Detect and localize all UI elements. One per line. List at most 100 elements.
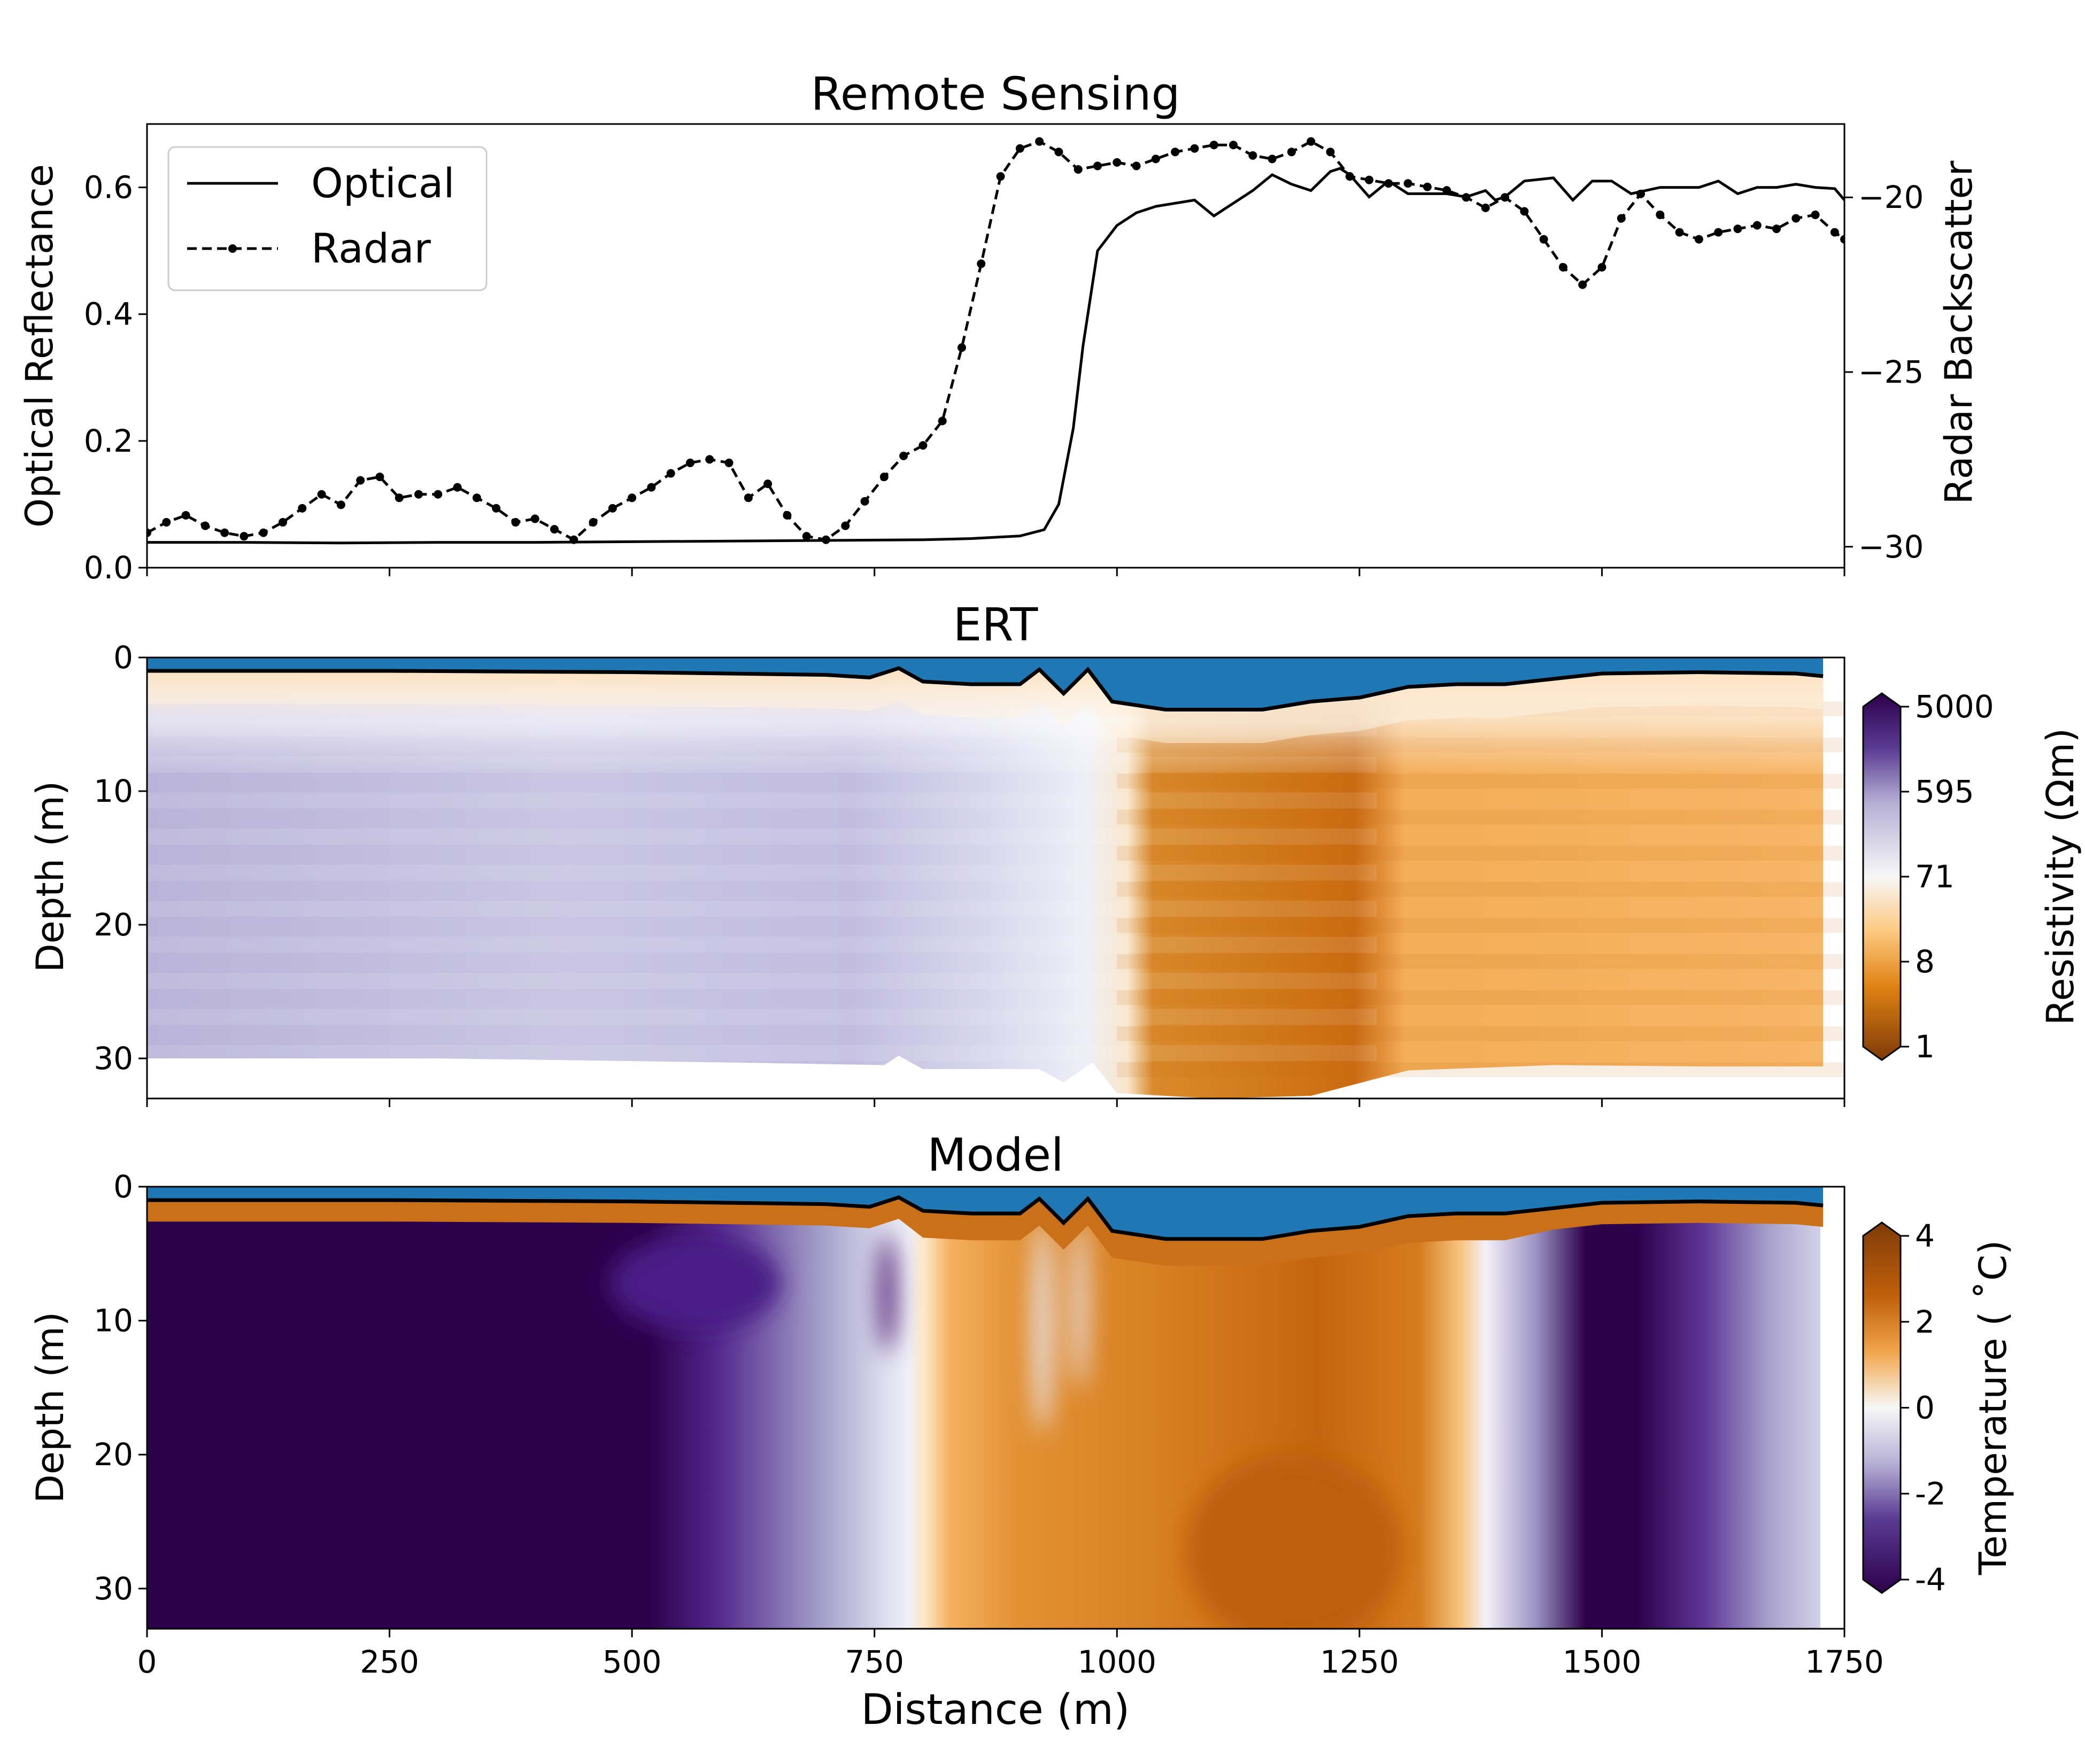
depth-tick-label: 0 (113, 1169, 133, 1205)
radar-point (744, 493, 753, 502)
legend-radar-label: Radar (311, 225, 431, 272)
model-surface-line (147, 1195, 1824, 1241)
model-title: Model (927, 1129, 1063, 1182)
radar-point (1074, 165, 1083, 174)
x-tick-label: 1750 (1805, 1644, 1884, 1680)
y-tick-label: 0.2 (84, 423, 133, 459)
model-temperature-field (147, 1187, 1820, 1629)
radar-point (336, 500, 345, 509)
radar-point (181, 510, 190, 520)
ert-depth-label: Depth (m) (28, 781, 72, 972)
radar-point (938, 416, 947, 425)
colorbar-tick-label: 2 (1915, 1304, 1935, 1340)
radar-point (879, 473, 889, 482)
radar-point (957, 343, 966, 352)
radar-point (822, 535, 830, 544)
radar-point (1462, 193, 1471, 202)
y2-tick-label: −20 (1858, 179, 1924, 215)
radar-point (1840, 235, 1844, 244)
colorbar-tick-label: -4 (1915, 1561, 1946, 1598)
x-tick-label: 750 (845, 1644, 904, 1680)
radar-point (472, 493, 481, 502)
x-tick-label: 0 (137, 1644, 157, 1680)
legend-optical-label: Optical (311, 159, 454, 207)
radar-point (647, 483, 656, 492)
radar-point (492, 504, 501, 513)
x-tick-label: 500 (603, 1644, 662, 1680)
radar-point (841, 521, 850, 530)
x-tick-label: 1250 (1320, 1644, 1399, 1680)
radar-point (395, 493, 404, 502)
radar-point (1190, 144, 1199, 153)
series-optical-line (147, 167, 1844, 545)
remote-sensing-x-ticks (146, 568, 1845, 576)
radar-point (1384, 179, 1393, 188)
radar-point (569, 535, 578, 544)
model-warm-cold-features (609, 1219, 1401, 1629)
y2-tick-label: −25 (1858, 354, 1924, 390)
radar-point (1733, 225, 1742, 234)
radar-point (763, 479, 773, 489)
temperature-colorbar-label: Temperature ( ˚C) (1971, 1240, 2015, 1575)
resistivity-colorbar-label: Resistivity (Ωm) (2038, 728, 2082, 1025)
depth-tick-label: 30 (94, 1040, 133, 1077)
radar-point (530, 514, 539, 523)
radar-point (1558, 262, 1567, 272)
radar-point (220, 528, 229, 537)
radar-point (977, 259, 986, 268)
radar-point (1501, 193, 1509, 202)
radar-point (375, 473, 384, 482)
radar-point (1656, 210, 1665, 219)
ert-plot-area (147, 657, 1844, 1098)
model-active-layer-base (147, 1197, 1824, 1266)
ert-surface-line (147, 666, 1824, 711)
depth-tick-label: 20 (94, 907, 133, 943)
radar-point (1171, 148, 1180, 157)
optical-axis-label: Optical Reflectance (18, 164, 61, 528)
radar-point (1694, 235, 1703, 244)
radar-point (434, 490, 443, 499)
radar-point (1442, 186, 1451, 195)
model-frame (146, 1186, 1845, 1630)
radar-point (1326, 148, 1335, 157)
radar-point (147, 528, 151, 537)
ert-y-ticks: 0 10 20 30 (94, 639, 147, 1077)
radar-point (899, 451, 908, 460)
ert-x-ticks (146, 1098, 1845, 1107)
radar-point (317, 490, 326, 499)
radar-point (783, 510, 792, 520)
x-tick-label: 250 (360, 1644, 419, 1680)
radar-point (1481, 203, 1490, 212)
legend: Optical Radar (167, 146, 488, 291)
y-tick-label: 0.0 (84, 550, 133, 586)
radar-point (1035, 137, 1044, 146)
radar-point (414, 490, 423, 499)
radar-point (1132, 161, 1141, 171)
radar-point (1617, 214, 1626, 223)
radar-point (1268, 154, 1277, 164)
colorbar-tick-label: 8 (1915, 943, 1935, 980)
radar-point (1772, 225, 1781, 234)
x-tick-label: 1500 (1563, 1644, 1642, 1680)
radar-point (1151, 154, 1160, 164)
resistivity-colorbar: 5000 595 71 8 1 Resistivity (Ωm) (1862, 688, 2082, 1065)
colorbar-tick-label: 595 (1915, 773, 1974, 810)
resistivity-colorbar-bar (1862, 692, 1902, 1061)
radar-point (666, 469, 675, 478)
radar-point (1578, 280, 1587, 289)
radar-point (453, 483, 462, 492)
radar-point (1752, 221, 1762, 230)
x-tick-label: 1000 (1077, 1644, 1156, 1680)
radar-point (1539, 235, 1548, 244)
temperature-colorbar: 4 2 0 -2 -4 Temperature ( ˚C) (1862, 1218, 2015, 1598)
ert-near-surface-layer (147, 668, 1824, 1098)
radar-point (1113, 158, 1122, 167)
radar-point (1403, 179, 1412, 188)
depth-tick-label: 10 (94, 1303, 133, 1339)
radar-point (996, 172, 1005, 181)
optical-y-ticks: 0.0 0.2 0.4 0.6 (84, 169, 147, 586)
model-plot-area (147, 1187, 1844, 1629)
y-tick-label: 0.4 (84, 296, 133, 332)
ert-frame (146, 656, 1845, 1100)
